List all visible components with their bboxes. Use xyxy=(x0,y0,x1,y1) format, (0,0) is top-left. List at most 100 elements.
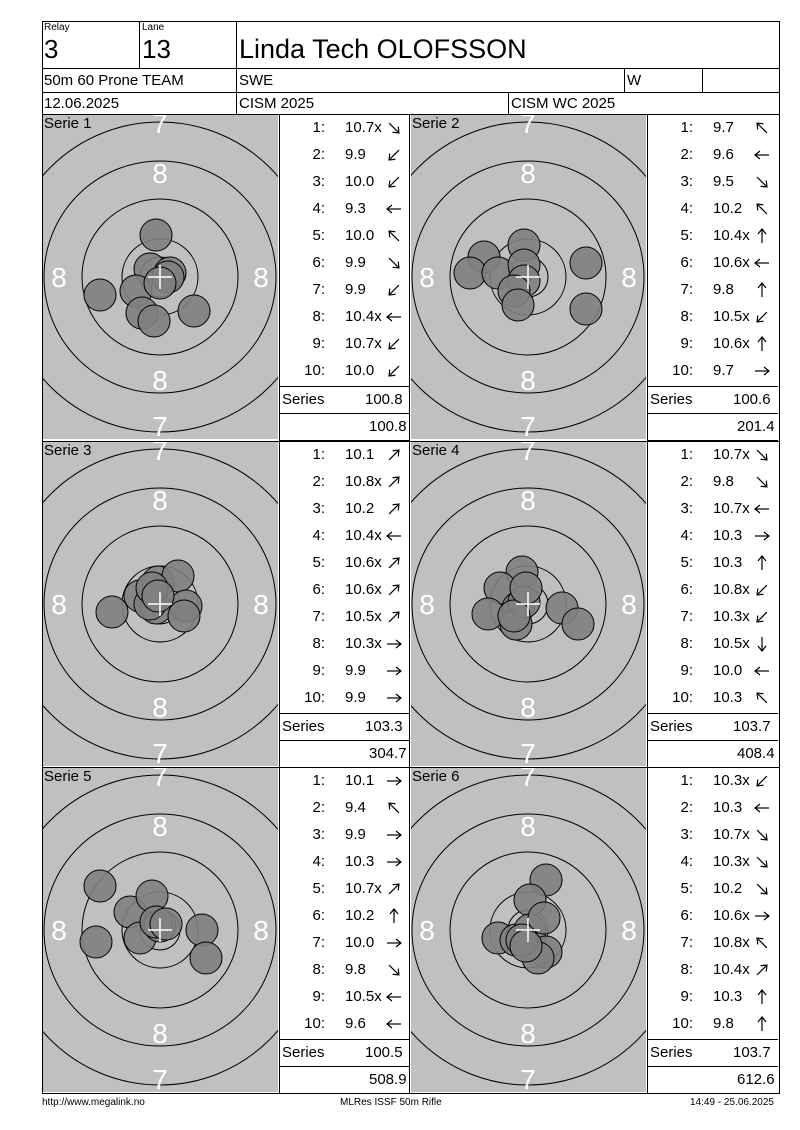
shot-number: 2: xyxy=(312,473,325,490)
shot-score: 10.4x xyxy=(345,308,382,325)
arrow-up-left-icon xyxy=(756,937,768,949)
shot-row: 7: 9.8 xyxy=(647,281,777,308)
shot-number: 2: xyxy=(680,146,693,163)
ring-number-label: 8 xyxy=(520,1018,536,1049)
arrow-right-icon xyxy=(387,830,402,840)
arrow-up-right-icon xyxy=(388,503,400,515)
arrow-left-icon xyxy=(386,531,401,541)
shot-number: 6: xyxy=(680,254,693,271)
shot-score: 9.4 xyxy=(345,799,366,816)
shot-row: 3: 10.0 xyxy=(279,173,409,200)
arrow-left-icon xyxy=(754,258,769,268)
arrow-up-icon xyxy=(757,555,767,570)
arrow-up-icon xyxy=(757,989,767,1004)
shot-number: 4: xyxy=(680,527,693,544)
shot-score: 10.3x xyxy=(713,608,750,625)
target-ring xyxy=(449,198,607,356)
event-name: 50m 60 Prone TEAM xyxy=(44,72,184,89)
shot-row: 8: 9.8 xyxy=(279,961,409,988)
shot-score: 9.9 xyxy=(345,146,366,163)
arrow-down-left-icon xyxy=(756,775,768,787)
row-divider xyxy=(647,1066,778,1067)
ring-number-label: 8 xyxy=(152,811,168,842)
target-5: 7 7 8 8 8 8 Serie 5 xyxy=(43,768,278,1092)
shot-number: 10: xyxy=(304,362,325,379)
shot-score: 10.5x xyxy=(713,635,750,652)
shot-hole xyxy=(137,304,171,338)
ring-number-label: 7 xyxy=(520,442,536,466)
target-ring xyxy=(43,774,278,1086)
row-divider xyxy=(279,440,410,441)
shot-number: 7: xyxy=(680,608,693,625)
shot-score: 9.9 xyxy=(345,281,366,298)
shot-hole xyxy=(561,607,595,641)
shot-row: 3: 9.5 xyxy=(647,173,777,200)
shot-hole xyxy=(95,595,129,629)
shot-row: 3: 10.2 xyxy=(279,500,409,527)
shot-score: 10.3 xyxy=(713,554,743,571)
shot-score: 10.6x xyxy=(345,581,382,598)
shot-number: 1: xyxy=(312,119,325,136)
shot-number: 5: xyxy=(680,554,693,571)
footer-url[interactable]: http://www.megalink.no xyxy=(42,1097,145,1108)
shot-number: 1: xyxy=(680,119,693,136)
ring-number-label: 8 xyxy=(621,262,637,293)
shot-hole xyxy=(509,929,543,963)
arrow-up-left-icon xyxy=(388,802,400,814)
shot-score: 10.6x xyxy=(345,554,382,571)
target-ring xyxy=(43,813,277,1047)
arrow-right-icon xyxy=(755,366,770,376)
footer-software: MLRes ISSF 50m Rifle xyxy=(340,1097,442,1108)
target-svg: 7 7 8 8 8 8 xyxy=(43,442,278,766)
ring-number-label: 7 xyxy=(520,768,536,792)
row-divider xyxy=(279,713,410,714)
arrow-right-icon xyxy=(387,693,402,703)
series-total-label: Series xyxy=(282,1044,325,1061)
shot-row: 6: 9.9 xyxy=(279,254,409,281)
arrow-down-left-icon xyxy=(388,284,400,296)
shot-number: 3: xyxy=(680,173,693,190)
shot-row: 6: 10.2 xyxy=(279,907,409,934)
ring-number-label: 7 xyxy=(152,1064,168,1092)
row-divider xyxy=(279,1093,410,1094)
column-divider xyxy=(279,442,280,767)
arrow-up-left-icon xyxy=(388,230,400,242)
shot-number: 10: xyxy=(304,689,325,706)
shot-number: 10: xyxy=(304,1015,325,1032)
shot-row: 4: 10.3 xyxy=(647,527,777,554)
ring-number-label: 7 xyxy=(152,738,168,766)
arrow-down-right-icon xyxy=(756,449,768,461)
arrow-right-icon xyxy=(387,639,402,649)
shot-row: 9: 10.7x xyxy=(279,335,409,362)
shot-row: 10: 9.6 xyxy=(279,1015,409,1042)
shot-hole xyxy=(189,941,223,975)
ring-number-label: 8 xyxy=(621,589,637,620)
shot-row: 2: 9.9 xyxy=(279,146,409,173)
shot-score: 10.0 xyxy=(713,662,743,679)
shot-number: 2: xyxy=(680,473,693,490)
shot-row: 10: 9.9 xyxy=(279,689,409,716)
shot-row: 1: 10.1 xyxy=(279,446,409,473)
row-divider xyxy=(279,413,410,414)
shot-hole xyxy=(177,294,211,328)
shot-score: 10.5x xyxy=(345,608,382,625)
ring-number-label: 7 xyxy=(152,768,168,792)
row-divider xyxy=(279,1066,410,1067)
arrow-down-right-icon xyxy=(388,122,400,134)
cumulative-total: 100.8 xyxy=(369,418,407,435)
series-total: 103.7 xyxy=(733,718,771,735)
ring-number-label: 8 xyxy=(152,485,168,516)
series-total: 103.3 xyxy=(365,718,403,735)
shot-score: 10.4x xyxy=(713,961,750,978)
shot-row: 1: 10.3x xyxy=(647,772,777,799)
arrow-right-icon xyxy=(387,938,402,948)
cumulative-total: 612.6 xyxy=(737,1071,775,1088)
shot-score: 10.8x xyxy=(345,473,382,490)
shot-number: 6: xyxy=(312,907,325,924)
arrow-right-icon xyxy=(387,857,402,867)
ring-number-label: 8 xyxy=(520,692,536,723)
shot-score: 10.6x xyxy=(713,907,750,924)
shot-row: 3: 10.7x xyxy=(647,500,777,527)
shot-number: 9: xyxy=(680,335,693,352)
serie-title: Serie 3 xyxy=(44,442,92,459)
